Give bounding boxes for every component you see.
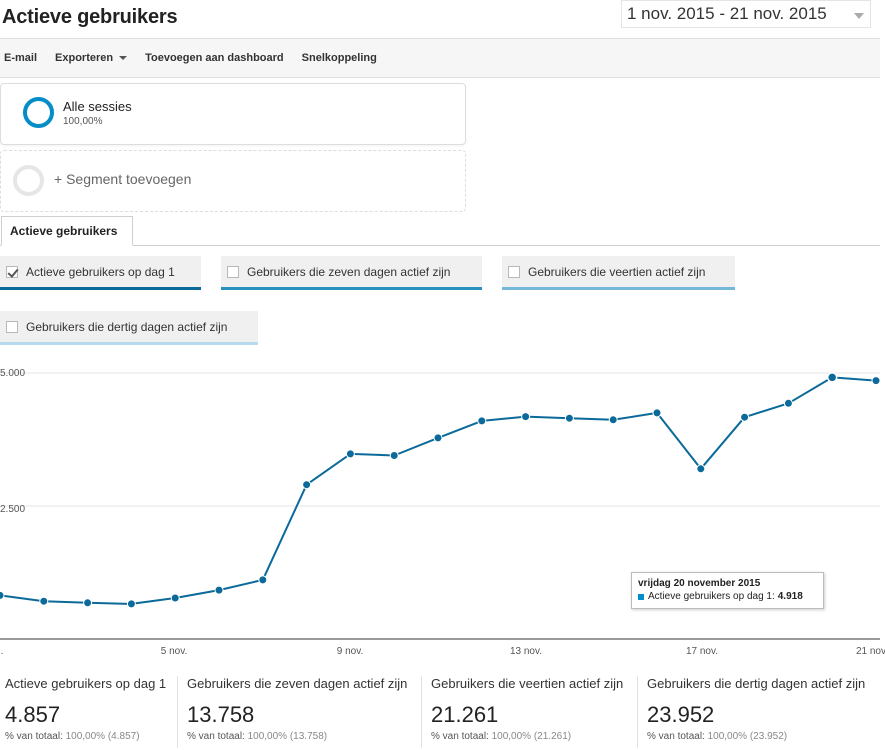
page-title: Actieve gebruikers (2, 6, 178, 28)
scorecard-value: 4.857 (5, 702, 61, 727)
scorecard-day1: Actieve gebruikers op dag 1 4.857 % van … (0, 676, 176, 748)
scorecard-sub-value: 100,00% (4.857) (65, 731, 140, 742)
data-point (389, 451, 399, 460)
export-label: Exporteren (55, 52, 114, 64)
tab-divider (0, 245, 880, 246)
data-point (214, 585, 224, 595)
scorecard-subtext: % van totaal: 100,00% (21.261) (431, 731, 636, 742)
scorecard-subtext: % van totaal: 100,00% (13.758) (187, 731, 420, 742)
metric-30day-checkbox[interactable]: Gebruikers die dertig dagen actief zijn (0, 311, 258, 345)
scorecard-label: Gebruikers die veertien actief zijn (431, 676, 624, 691)
add-to-dashboard-button[interactable]: Toevoegen aan dashboard (145, 52, 284, 64)
scorecard-sub-value: 100,00% (21.261) (491, 731, 572, 742)
date-range-label: 1 nov. 2015 - 21 nov. 2015 (627, 4, 827, 23)
line-chart[interactable]: 5.000 2.500 . 5 nov. 9 nov. 13 nov. 17 n… (0, 350, 885, 665)
chart-tooltip: vrijdag 20 november 2015 Actieve gebruik… (631, 572, 824, 609)
export-button[interactable]: Exporteren (46, 52, 136, 64)
tooltip-value: 4.918 (777, 591, 803, 602)
scorecard-sub-prefix: % van totaal: (5, 731, 63, 742)
metric-14day-label: Gebruikers die veertien actief zijn (528, 264, 706, 279)
x-tick-label: 13 nov. (509, 646, 543, 657)
data-point (871, 376, 881, 386)
series-line (0, 376, 877, 605)
metric-14day-checkbox[interactable]: Gebruikers die veertien actief zijn (502, 256, 735, 290)
segment-name: Alle sessies (63, 99, 132, 114)
segment-percent: 100,00% (63, 116, 103, 127)
data-point (696, 464, 706, 474)
empty-ring-icon (13, 165, 44, 196)
y-tick-label: 5.000 (0, 368, 26, 379)
scorecard-label: Gebruikers die zeven dagen actief zijn (187, 676, 408, 691)
scorecard-value: 23.952 (647, 702, 715, 727)
metric-day1-checkbox[interactable]: Actieve gebruikers op dag 1 (0, 256, 201, 290)
data-point (126, 599, 136, 609)
add-segment-label: + Segment toevoegen (54, 171, 192, 187)
scorecard-7day: Gebruikers die zeven dagen actief zijn 1… (177, 676, 420, 748)
scorecard-sub-value: 100,00% (13.758) (247, 731, 328, 742)
checkbox-icon (6, 320, 18, 333)
email-button[interactable]: E-mail (4, 52, 38, 64)
scorecard-sub-value: 100,00% (23.952) (707, 731, 788, 742)
data-point (826, 372, 838, 383)
scorecard-30day: Gebruikers die dertig dagen actief zijn … (637, 676, 885, 748)
data-point (740, 412, 750, 422)
data-point (39, 596, 49, 606)
x-tick-label: 17 nov. (685, 646, 719, 657)
checkbox-icon (508, 265, 520, 278)
data-point (652, 408, 662, 418)
scorecard-14day: Gebruikers die veertien actief zijn 21.2… (421, 676, 636, 748)
tooltip-series-label: Actieve gebruikers op dag 1: (648, 591, 775, 602)
metric-7day-label: Gebruikers die zeven dagen actief zijn (247, 264, 451, 279)
data-point (521, 412, 531, 422)
scorecard-sub-prefix: % van totaal: (187, 731, 245, 742)
data-point (345, 449, 355, 459)
summary-scorecards: Actieve gebruikers op dag 1 4.857 % van … (0, 668, 885, 750)
report-toolbar: E-mail Exporteren Toevoegen aan dashboar… (0, 38, 880, 78)
scorecard-label: Actieve gebruikers op dag 1 (5, 676, 167, 691)
x-tick-label: 5 nov. (160, 646, 188, 657)
scorecard-subtext: % van totaal: 100,00% (23.952) (647, 731, 885, 742)
add-segment-button[interactable]: + Segment toevoegen (0, 150, 466, 212)
scorecard-value: 13.758 (187, 702, 255, 727)
data-point (302, 480, 312, 490)
caret-down-icon (119, 56, 128, 60)
y-tick-label: 2.500 (0, 504, 26, 515)
metric-day1-label: Actieve gebruikers op dag 1 (26, 264, 175, 279)
metric-30day-label: Gebruikers die dertig dagen actief zijn (26, 319, 228, 334)
scorecard-label: Gebruikers die dertig dagen actief zijn (647, 676, 866, 691)
checkbox-icon (227, 265, 239, 278)
checkbox-checked-icon (6, 265, 18, 278)
data-point (783, 398, 793, 408)
chevron-down-icon (854, 13, 864, 19)
scorecard-sub-prefix: % van totaal: (647, 731, 705, 742)
date-range-picker[interactable]: 1 nov. 2015 - 21 nov. 2015 (621, 0, 871, 28)
data-point (433, 433, 443, 443)
data-point (608, 415, 618, 425)
scorecard-subtext: % van totaal: 100,00% (4.857) (5, 731, 176, 742)
tooltip-series-line: Actieve gebruikers op dag 1: 4.918 (638, 591, 817, 602)
metric-7day-checkbox[interactable]: Gebruikers die zeven dagen actief zijn (221, 256, 482, 290)
shortcut-button[interactable]: Snelkoppeling (301, 52, 377, 64)
segment-all-sessions[interactable]: Alle sessies 100,00% (0, 83, 466, 145)
data-point (0, 590, 5, 600)
data-point (564, 413, 574, 423)
x-tick-label: . (0, 646, 4, 657)
x-tick-label: 21 nov. (855, 646, 885, 657)
tooltip-date: vrijdag 20 november 2015 (638, 578, 761, 589)
chart-svg (0, 372, 881, 640)
tab-active-users[interactable]: Actieve gebruikers (1, 216, 133, 246)
data-point (258, 575, 268, 585)
series-swatch-icon (638, 593, 644, 600)
data-point (83, 598, 93, 608)
data-point (170, 593, 180, 603)
segment-ring-icon (23, 97, 54, 128)
data-point (477, 416, 487, 426)
scorecard-sub-prefix: % van totaal: (431, 731, 489, 742)
x-tick-label: 9 nov. (336, 646, 364, 657)
scorecard-value: 21.261 (431, 702, 499, 727)
